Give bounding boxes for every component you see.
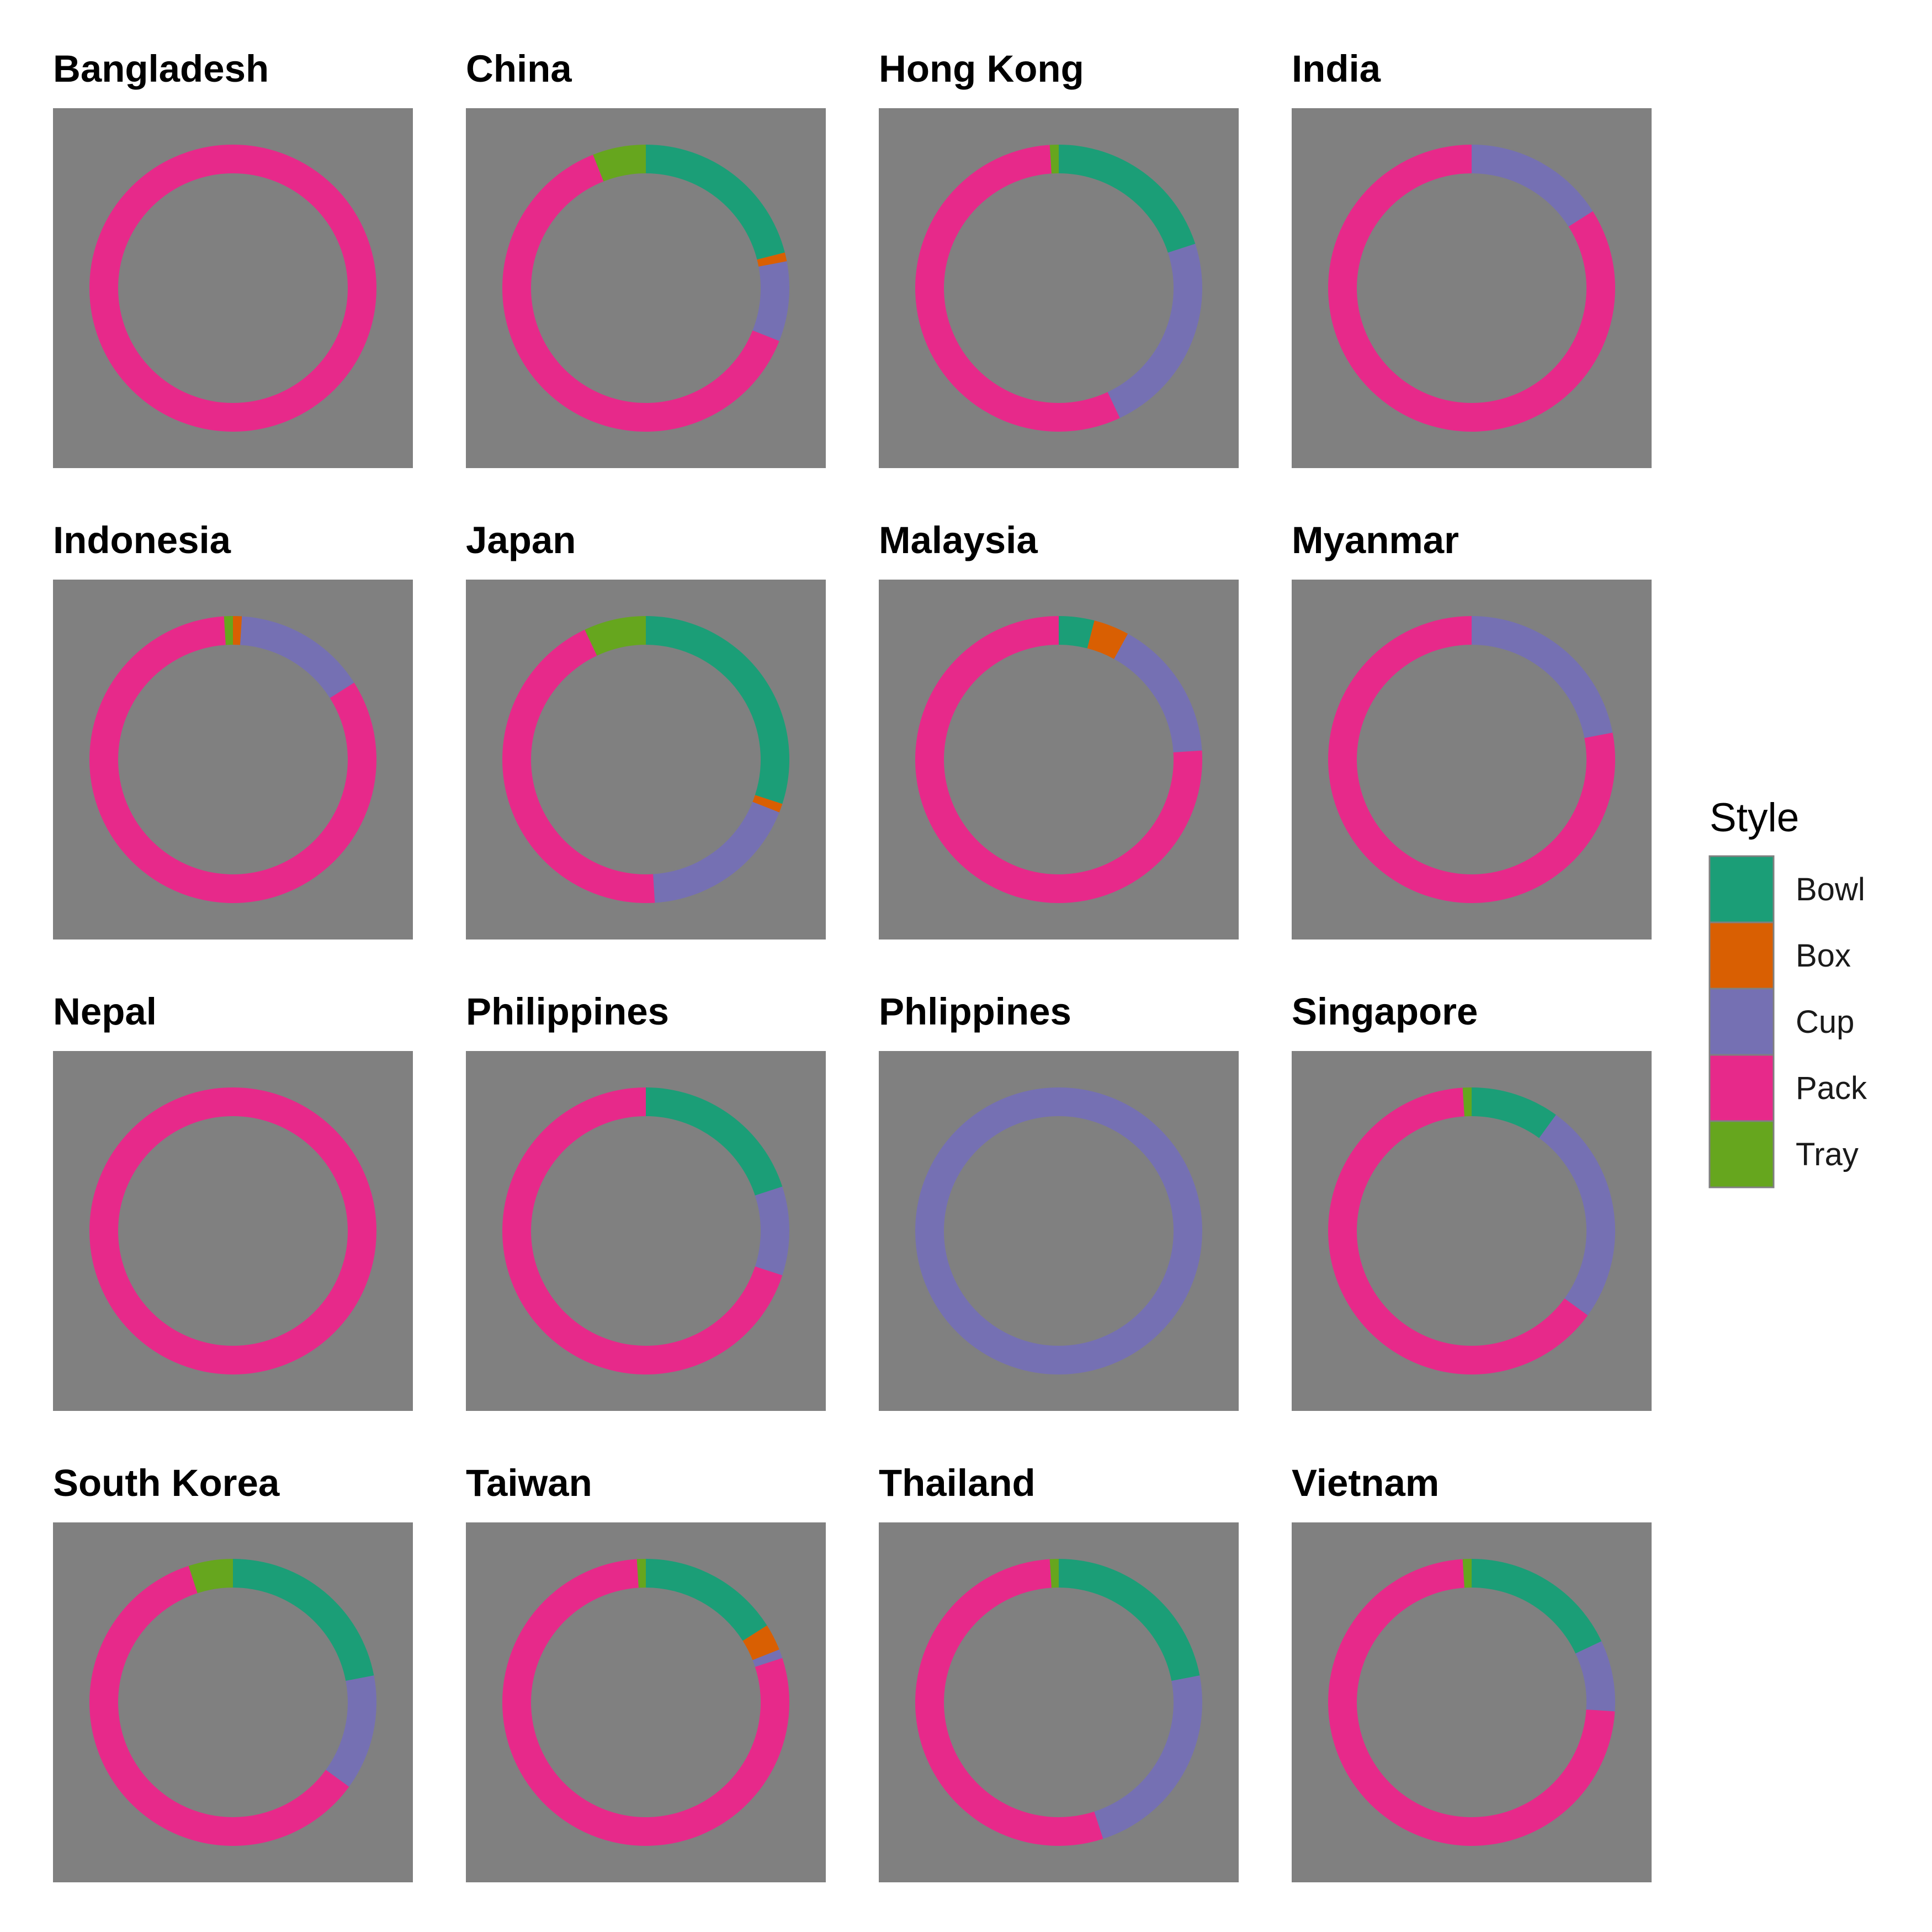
- donut-segment-cup: [1094, 1675, 1202, 1839]
- panel-south-korea: South Korea: [53, 1462, 413, 1882]
- panel-title: Malaysia: [879, 519, 1038, 561]
- donut-segment-tray: [188, 1559, 233, 1594]
- donut-segment-tray: [585, 616, 646, 656]
- panel-phlippines: Phlippines: [879, 990, 1239, 1411]
- donut-segment-pack: [915, 145, 1120, 432]
- panel-hong-kong: Hong Kong: [879, 47, 1239, 468]
- panel-title: Hong Kong: [879, 47, 1084, 90]
- panel-title: Phlippines: [879, 990, 1071, 1033]
- donut-segment-tray: [636, 1559, 646, 1588]
- donut-segment-bowl: [646, 145, 785, 260]
- panel-title: Singapore: [1292, 990, 1478, 1033]
- panel-indonesia: Indonesia: [53, 519, 413, 940]
- donut-segment-cup: [1472, 616, 1613, 739]
- donut-segment-cup: [1114, 634, 1202, 752]
- panel-japan: Japan: [466, 519, 826, 940]
- donut-segment-box: [752, 795, 783, 813]
- panel-bangladesh: Bangladesh: [53, 47, 413, 468]
- panel-title: Taiwan: [466, 1462, 592, 1504]
- donut-segment-tray: [1462, 1087, 1472, 1117]
- panel-india: India: [1292, 47, 1652, 468]
- donut-segment-bowl: [1472, 1559, 1602, 1654]
- donut-segment-cup: [653, 802, 779, 903]
- donut-segment-tray: [1049, 145, 1059, 174]
- donut-segment-cup: [1575, 1641, 1616, 1712]
- legend-item-cup: Cup: [1708, 988, 1854, 1056]
- panels-layer: Bangladesh China Hong Kong India Indonesia Ja…: [53, 47, 1652, 1882]
- legend-swatch: [1708, 855, 1775, 923]
- legend-label: Cup: [1796, 1004, 1854, 1040]
- donut-segment-cup: [752, 1649, 783, 1667]
- legend-label: Tray: [1796, 1137, 1859, 1172]
- donut-segment-cup: [1539, 1114, 1615, 1315]
- panel-taiwan: Taiwan: [466, 1462, 826, 1882]
- panel-title: China: [466, 47, 572, 90]
- donut-segment-bowl: [1472, 1087, 1556, 1138]
- donut-segment-bowl: [1059, 145, 1196, 253]
- legend-swatch: [1708, 1120, 1775, 1188]
- legend-item-bowl: Bowl: [1708, 855, 1865, 923]
- panel-title: India: [1292, 47, 1381, 90]
- donut-segment-box: [757, 252, 787, 267]
- legend-item-tray: Tray: [1708, 1120, 1859, 1188]
- panel-thailand: Thailand: [879, 1462, 1239, 1882]
- legend-swatch: [1708, 1054, 1775, 1122]
- panel-title: South Korea: [53, 1462, 280, 1504]
- donut-segment-bowl: [1059, 1559, 1200, 1681]
- legend-swatch: [1708, 921, 1775, 990]
- panel-title: Nepal: [53, 990, 157, 1033]
- legend-label: Bowl: [1796, 872, 1865, 907]
- donut-segment-bowl: [646, 616, 789, 804]
- panel-singapore: Singapore: [1292, 990, 1652, 1411]
- donut-segment-tray: [1049, 1559, 1059, 1588]
- donut-segment-bowl: [1059, 616, 1095, 649]
- donut-segment-cup: [326, 1675, 377, 1787]
- legend-label: Pack: [1796, 1070, 1867, 1106]
- donut-segment-bowl: [233, 1559, 374, 1681]
- donut-segment-cup: [755, 1186, 789, 1276]
- donut-segment-pack: [89, 145, 376, 432]
- panel-title: Philippines: [466, 990, 669, 1033]
- donut-segment-box: [1087, 620, 1128, 659]
- panel-philippines: Philippines: [466, 990, 826, 1411]
- donut-segment-cup: [1107, 243, 1202, 418]
- panel-title: Indonesia: [53, 519, 231, 561]
- panel-title: Myanmar: [1292, 519, 1459, 561]
- donut-segment-pack: [502, 629, 655, 903]
- donut-segment-tray: [224, 616, 233, 645]
- panel-title: Bangladesh: [53, 47, 269, 90]
- panel-title: Japan: [466, 519, 576, 561]
- donut-segment-cup: [240, 616, 354, 698]
- legend-swatch: [1708, 988, 1775, 1056]
- donut-segment-bowl: [646, 1559, 767, 1641]
- panel-vietnam: Vietnam: [1292, 1462, 1652, 1882]
- panel-title: Thailand: [879, 1462, 1036, 1504]
- legend-label: Box: [1796, 938, 1851, 974]
- legend-item-pack: Pack: [1708, 1054, 1867, 1122]
- donut-segment-bowl: [646, 1087, 783, 1196]
- legend-title: Style: [1710, 795, 1799, 840]
- donut-segment-tray: [1462, 1559, 1472, 1588]
- panel-title: Vietnam: [1292, 1462, 1439, 1504]
- donut-segment-box: [233, 616, 242, 645]
- donut-segment-box: [742, 1625, 779, 1660]
- panel-myanmar: Myanmar: [1292, 519, 1652, 940]
- legend-item-box: Box: [1708, 921, 1851, 990]
- donut-segment-pack: [915, 1559, 1103, 1846]
- donut-segment-cup: [752, 261, 789, 341]
- donut-segment-cup: [1472, 145, 1593, 227]
- donut-segment-tray: [593, 145, 646, 182]
- legend: Style Bowl Box Cup Pack Tray: [1708, 795, 1867, 1188]
- panel-malaysia: Malaysia: [879, 519, 1239, 940]
- panel-china: China: [466, 47, 826, 468]
- donut-segment-cup: [915, 1087, 1202, 1374]
- donut-segment-pack: [89, 1087, 376, 1374]
- panel-nepal: Nepal: [53, 990, 413, 1411]
